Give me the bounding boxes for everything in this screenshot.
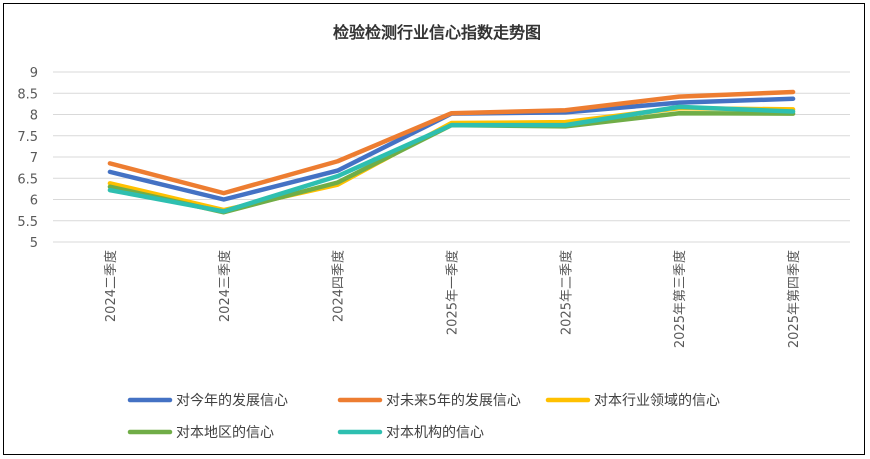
chart-border xyxy=(3,3,865,455)
y-tick-label: 7.5 xyxy=(17,130,38,145)
y-tick-label: 6.5 xyxy=(17,172,38,187)
x-tick-label: 2025年一季度 xyxy=(445,250,461,335)
y-tick-label: 8.5 xyxy=(17,87,38,102)
legend-label: 对本地区的信心 xyxy=(176,425,274,441)
y-tick-label: 5 xyxy=(30,236,38,251)
series-line-2 xyxy=(107,89,796,196)
legend-label: 对本机构的信心 xyxy=(386,425,484,441)
x-tick-label: 2025年第四季度 xyxy=(786,250,802,348)
y-tick-label: 6 xyxy=(30,194,38,209)
chart-title: 检验检测行业信心指数走势图 xyxy=(333,23,541,42)
y-tick-label: 9 xyxy=(30,66,38,81)
series-line-5 xyxy=(107,104,796,214)
y-tick-label: 8 xyxy=(30,109,38,124)
legend-label: 对今年的发展信心 xyxy=(176,393,288,409)
x-tick-label: 2025年二季度 xyxy=(558,250,574,335)
x-tick-label: 2024二季度 xyxy=(103,250,119,322)
legend-label: 对本行业领域的信心 xyxy=(594,393,720,409)
x-tick-label: 2024四季度 xyxy=(331,250,347,322)
legend-label: 对未来5年的发展信心 xyxy=(386,393,521,409)
y-tick-label: 7 xyxy=(30,151,38,166)
y-tick-label: 5.5 xyxy=(17,215,38,230)
x-tick-label: 2024三季度 xyxy=(217,250,233,322)
x-tick-label: 2025年第三季度 xyxy=(672,250,688,348)
